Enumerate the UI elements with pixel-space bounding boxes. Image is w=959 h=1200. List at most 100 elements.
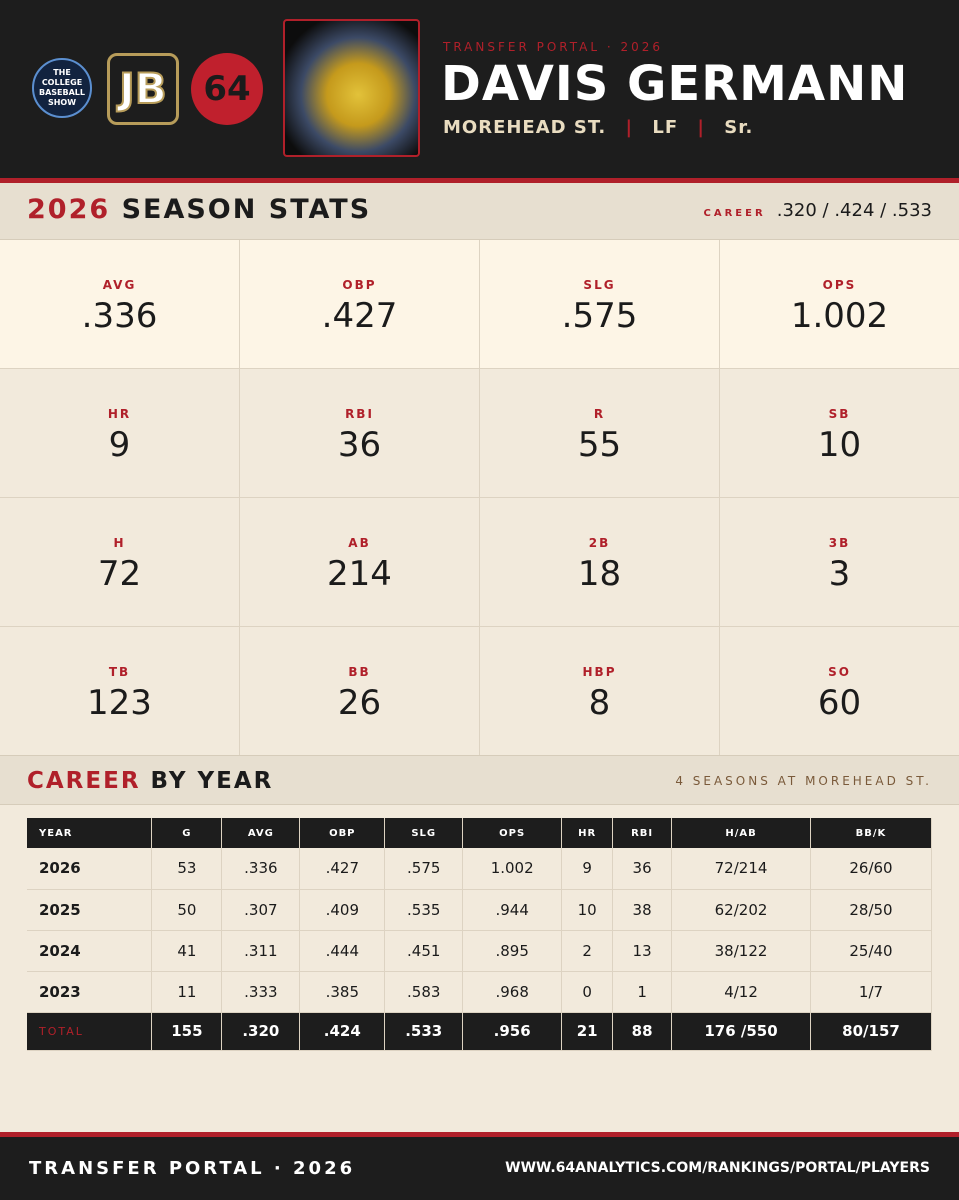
- year-row: 2023 11.333.385.583.968 0 1 4/12 1/7: [27, 971, 933, 1013]
- stat-value: 214: [327, 554, 392, 594]
- table-cell: 62/202: [671, 889, 811, 931]
- column-header: OPS: [462, 818, 563, 848]
- stat-cell: R 55: [480, 369, 720, 498]
- stat-value: 60: [817, 683, 862, 723]
- table-cell: 53: [151, 848, 223, 890]
- stat-label: SB: [828, 407, 851, 421]
- stat-value: 123: [87, 683, 152, 723]
- stat-label: 2B: [588, 536, 611, 550]
- stat-label: SO: [828, 665, 851, 679]
- table-cell: .451: [384, 930, 464, 972]
- stat-label: AVG: [102, 278, 137, 292]
- table-cell: 1: [612, 971, 673, 1013]
- career-title-accent: CAREER: [27, 768, 141, 794]
- header-row: YEAR G AVG OBP SLG OPS HR RBI H/AB BB/K: [27, 818, 933, 848]
- stat-value: 3: [828, 554, 851, 594]
- table-cell: 25/40: [810, 930, 933, 972]
- eyebrow: TRANSFER PORTAL · 2026: [443, 40, 664, 54]
- stat-label: OBP: [342, 278, 377, 292]
- stat-label: RBI: [345, 407, 374, 421]
- logo-text: THE: [53, 68, 71, 77]
- stat-value: .336: [81, 296, 158, 336]
- player-info: MOREHEAD ST. | LF | Sr.: [443, 117, 754, 138]
- stat-value: 26: [337, 683, 382, 723]
- stats-grid: AVG .336 OBP .427 SLG .575 OPS 1.002 H R 9 RBI 36 R 55…: [0, 240, 959, 756]
- table-cell: 38/122: [671, 930, 811, 972]
- player-name: DAVIS GERMANN: [441, 56, 909, 112]
- table-cell: .409: [299, 889, 386, 931]
- table-cell: 2023: [27, 971, 153, 1013]
- table-cell: .444: [299, 930, 386, 972]
- table-cell: .944: [462, 889, 563, 931]
- table-cell: .968: [462, 971, 563, 1013]
- column-header: HR: [561, 818, 614, 848]
- stat-cell: TB 123: [0, 627, 240, 756]
- career-header: CAREER BY YEAR 4 SEASONS AT MOREHEAD ST.: [0, 755, 959, 805]
- divider: [0, 178, 959, 183]
- table-cell: .575: [384, 848, 464, 890]
- stat-cell: 3B 3: [720, 498, 959, 627]
- stat-label: R: [593, 407, 606, 421]
- year-row: 2025 50.307.409.535.944 10 38 62/202 28/50: [27, 889, 933, 931]
- total-cell: 80/157: [810, 1012, 933, 1051]
- stat-cell: BB 26: [240, 627, 480, 756]
- table-cell: 72/214: [671, 848, 811, 890]
- college-baseball-logo: THE COLLEGE BASEBALL SHOW: [32, 58, 92, 118]
- table-cell: 2026: [27, 848, 153, 890]
- column-header: RBI: [612, 818, 673, 848]
- table-cell: .385: [299, 971, 386, 1013]
- column-header: OBP: [299, 818, 386, 848]
- column-header: AVG: [221, 818, 301, 848]
- total-cell: 21: [561, 1012, 614, 1051]
- column-header: BB/K: [810, 818, 933, 848]
- stat-label: BB: [348, 665, 371, 679]
- stat-value: .575: [561, 296, 638, 336]
- stat-label: TB: [108, 665, 131, 679]
- table-cell: .311: [221, 930, 301, 972]
- table-cell: 38: [612, 889, 673, 931]
- stat-label: 3B: [828, 536, 851, 550]
- position: LF: [652, 117, 679, 138]
- table-cell: .333: [221, 971, 301, 1013]
- stat-cell: SLG .575: [480, 240, 720, 369]
- stat-cell: RBI 36: [240, 369, 480, 498]
- stat-value: 10: [817, 425, 862, 465]
- total-row: TOTAL 155.320.424.533.956 21 88 176 /550 80/1…: [27, 1012, 933, 1051]
- table-cell: .427: [299, 848, 386, 890]
- stat-value: 18: [577, 554, 622, 594]
- total-cell: 176 /550: [671, 1012, 811, 1051]
- column-header: SLG: [384, 818, 464, 848]
- table-cell: .895: [462, 930, 563, 972]
- table-cell: 2024: [27, 930, 153, 972]
- table-cell: 1/7: [810, 971, 933, 1013]
- stat-cell: OBP .427: [240, 240, 480, 369]
- jb-logo: JB: [107, 53, 179, 125]
- stat-cell: HBP 8: [480, 627, 720, 756]
- logo-text: COLLEGE: [41, 78, 83, 87]
- career-note: 4 SEASONS AT MOREHEAD ST.: [675, 774, 932, 788]
- stat-label: H: [113, 536, 126, 550]
- stat-value: 1.002: [790, 296, 889, 336]
- school: MOREHEAD ST.: [443, 117, 607, 138]
- total-cell: 88: [612, 1012, 673, 1051]
- total-cell: .320: [221, 1012, 301, 1051]
- table-cell: 1.002: [462, 848, 563, 890]
- stat-label: OPS: [822, 278, 857, 292]
- year-row: 2026 53.336.427.575 1.002 9 36 72/214 26/60: [27, 848, 933, 890]
- logo-text: BASEBALL: [39, 88, 85, 97]
- table-cell: 36: [612, 848, 673, 890]
- stat-value: .427: [321, 296, 398, 336]
- class: Sr.: [724, 117, 754, 138]
- stat-value: 36: [337, 425, 382, 465]
- table-cell: 2025: [27, 889, 153, 931]
- stat-value: 9: [108, 425, 131, 465]
- career-table: YEAR G AVG OBP SLG OPS HR RBI H/AB BB/K 2026 53.336…: [27, 818, 933, 1051]
- table-cell: 0: [561, 971, 614, 1013]
- stat-cell: 2B 18: [480, 498, 720, 627]
- table-cell: .583: [384, 971, 464, 1013]
- column-header: YEAR: [27, 818, 153, 848]
- table-cell: 2: [561, 930, 614, 972]
- career-label: CAREER: [703, 208, 766, 219]
- stat-cell: H 72: [0, 498, 240, 627]
